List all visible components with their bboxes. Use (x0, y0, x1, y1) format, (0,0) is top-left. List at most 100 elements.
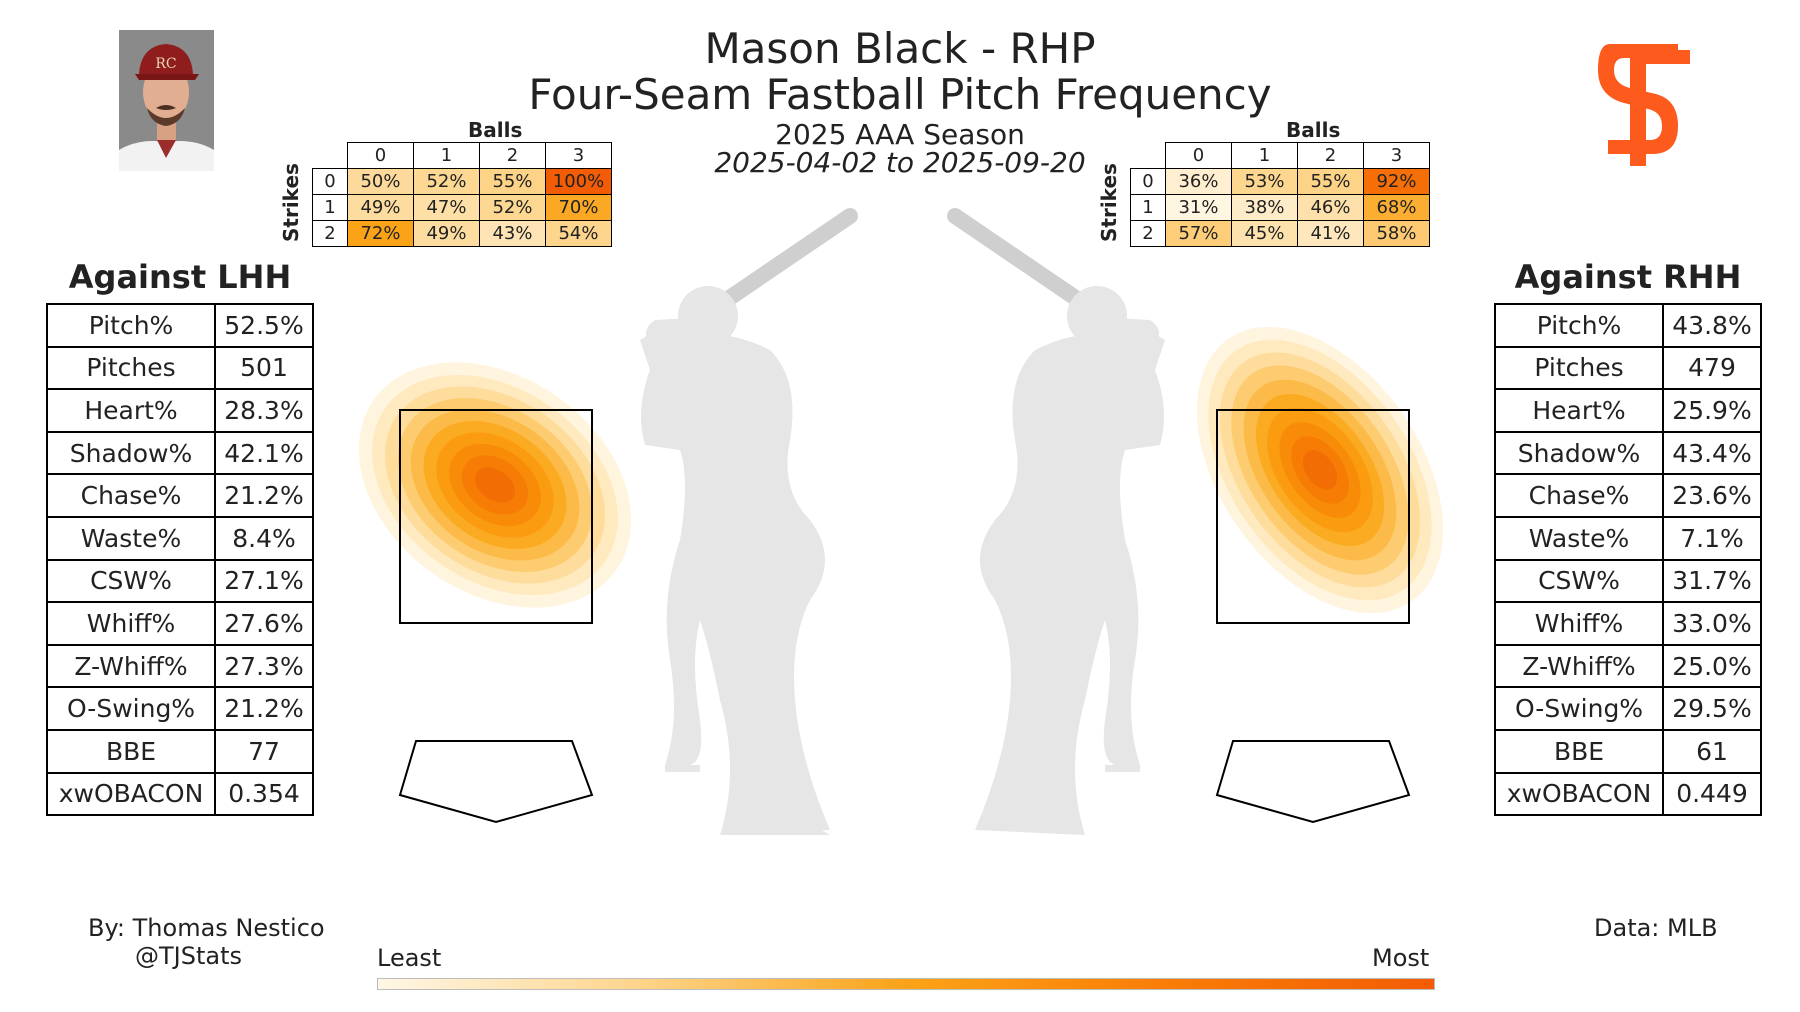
rhh-count-cell: 45% (1231, 220, 1298, 247)
stat-label: BBE (46, 728, 216, 774)
stat-value: 23.6% (1662, 473, 1762, 518)
lhh-count-cell: 52% (413, 168, 480, 195)
stats-row: CSW% 31.7% (1494, 558, 1762, 604)
stat-label: Pitch% (46, 303, 216, 348)
lhh-count-cell: 54% (545, 220, 612, 247)
stats-row: Whiff% 27.6% (46, 601, 314, 646)
rhh-strike-zone (1216, 409, 1410, 624)
stat-label: Z-Whiff% (46, 643, 216, 689)
rhh-title: Against RHH (1514, 258, 1742, 296)
stats-row: CSW% 27.1% (46, 558, 314, 604)
stat-label: O-Swing% (1494, 686, 1664, 731)
count-row: 0 50% 52% 55% 100% (312, 168, 612, 195)
stats-row: Shadow% 42.1% (46, 430, 314, 476)
sf-giants-logo-icon (1598, 44, 1690, 166)
lhh-stats-table: Pitch% 52.5% Pitches 501 Heart% 28.3% Shadow% 4… (46, 303, 314, 817)
color-scale-bar (377, 978, 1435, 990)
stat-label: CSW% (1494, 558, 1664, 604)
lhh-batter-silhouette (640, 208, 858, 835)
stat-value: 29.5% (1662, 686, 1762, 731)
rhh-count-cell: 31% (1165, 194, 1232, 221)
lhh-count-cell: 50% (347, 168, 414, 195)
page-title: Mason Black - RHP (704, 24, 1096, 73)
rhh-count-cell: 57% (1165, 220, 1232, 247)
balls-header: 1 (1231, 142, 1298, 169)
rhh-count-cell: 58% (1363, 220, 1430, 247)
lhh-count-cell: 100% (545, 168, 612, 195)
stat-value: 21.2% (214, 473, 314, 518)
rhh-count-cell: 68% (1363, 194, 1430, 221)
stat-value: 27.6% (214, 601, 314, 646)
author-credit: By: Thomas Nestico (88, 914, 325, 942)
svg-text:RC: RC (155, 56, 176, 72)
strikes-header: 0 (1130, 168, 1166, 195)
rhh-count-cell: 41% (1297, 220, 1364, 247)
stat-label: Waste% (1494, 515, 1664, 561)
stat-label: Heart% (46, 388, 216, 433)
stat-value: 31.7% (1662, 558, 1762, 604)
count-row: 2 57% 45% 41% 58% (1130, 220, 1430, 247)
stats-row: Heart% 28.3% (46, 388, 314, 433)
stats-row: Pitch% 43.8% (1494, 303, 1762, 348)
stat-label: Chase% (46, 473, 216, 518)
stat-label: Shadow% (1494, 430, 1664, 476)
stat-value: 33.0% (1662, 601, 1762, 646)
page-subtitle: Four-Seam Fastball Pitch Frequency (528, 70, 1272, 119)
stat-label: Whiff% (46, 601, 216, 646)
stat-label: O-Swing% (46, 686, 216, 731)
count-row: 2 72% 49% 43% 54% (312, 220, 612, 247)
stat-value: 42.1% (214, 430, 314, 476)
data-source: Data: MLB (1594, 914, 1718, 942)
stat-value: 28.3% (214, 388, 314, 433)
stats-row: Chase% 21.2% (46, 473, 314, 518)
stat-value: 479 (1662, 345, 1762, 391)
stat-label: Pitch% (1494, 303, 1664, 348)
rhh-count-cell: 53% (1231, 168, 1298, 195)
count-row: 1 31% 38% 46% 68% (1130, 194, 1430, 221)
stats-row: BBE 77 (46, 728, 314, 774)
stat-value: 77 (214, 728, 314, 774)
stat-label: Heart% (1494, 388, 1664, 433)
rhh-heatmap (1196, 326, 1444, 614)
stat-value: 0.354 (214, 771, 314, 817)
stat-label: Chase% (1494, 473, 1664, 518)
lhh-count-cell: 49% (413, 220, 480, 247)
stats-row: BBE 61 (1494, 728, 1762, 774)
lhh-title: Against LHH (68, 258, 292, 296)
rhh-count-cell: 38% (1231, 194, 1298, 221)
stats-row: Z-Whiff% 25.0% (1494, 643, 1762, 689)
lhh-heatmap (358, 362, 632, 608)
stat-value: 43.8% (1662, 303, 1762, 348)
lhh-home-plate (398, 740, 594, 824)
stat-label: Pitches (1494, 345, 1664, 391)
stats-row: Pitches 501 (46, 345, 314, 391)
rhh-count-cell: 46% (1297, 194, 1364, 221)
stats-row: O-Swing% 21.2% (46, 686, 314, 731)
player-headshot: RC (119, 30, 214, 171)
season-label: 2025 AAA Season (775, 118, 1025, 151)
stat-value: 8.4% (214, 515, 314, 561)
rhh-count-cell: 36% (1165, 168, 1232, 195)
balls-header: 0 (347, 142, 414, 169)
stat-value: 43.4% (1662, 430, 1762, 476)
stats-row: Pitch% 52.5% (46, 303, 314, 348)
stat-value: 0.449 (1662, 771, 1762, 817)
stat-value: 7.1% (1662, 515, 1762, 561)
stat-label: BBE (1494, 728, 1664, 774)
balls-header: 3 (545, 142, 612, 169)
lhh-count-table: 0 1 2 3 0 50% 52% 55% 100% 1 49% 47% 52% 70% 2 72% 49% 43… (312, 142, 612, 247)
balls-header: 2 (1297, 142, 1364, 169)
balls-header: 0 (1165, 142, 1232, 169)
stat-label: Whiff% (1494, 601, 1664, 646)
stat-value: 27.1% (214, 558, 314, 604)
strikes-header: 2 (1130, 220, 1166, 247)
stats-row: Waste% 7.1% (1494, 515, 1762, 561)
stats-row: O-Swing% 29.5% (1494, 686, 1762, 731)
balls-header: 2 (479, 142, 546, 169)
lhh-count-cell: 47% (413, 194, 480, 221)
lhh-strike-zone (399, 409, 593, 624)
lhh-count-cell: 43% (479, 220, 546, 247)
rhh-balls-label: Balls (1286, 118, 1341, 142)
